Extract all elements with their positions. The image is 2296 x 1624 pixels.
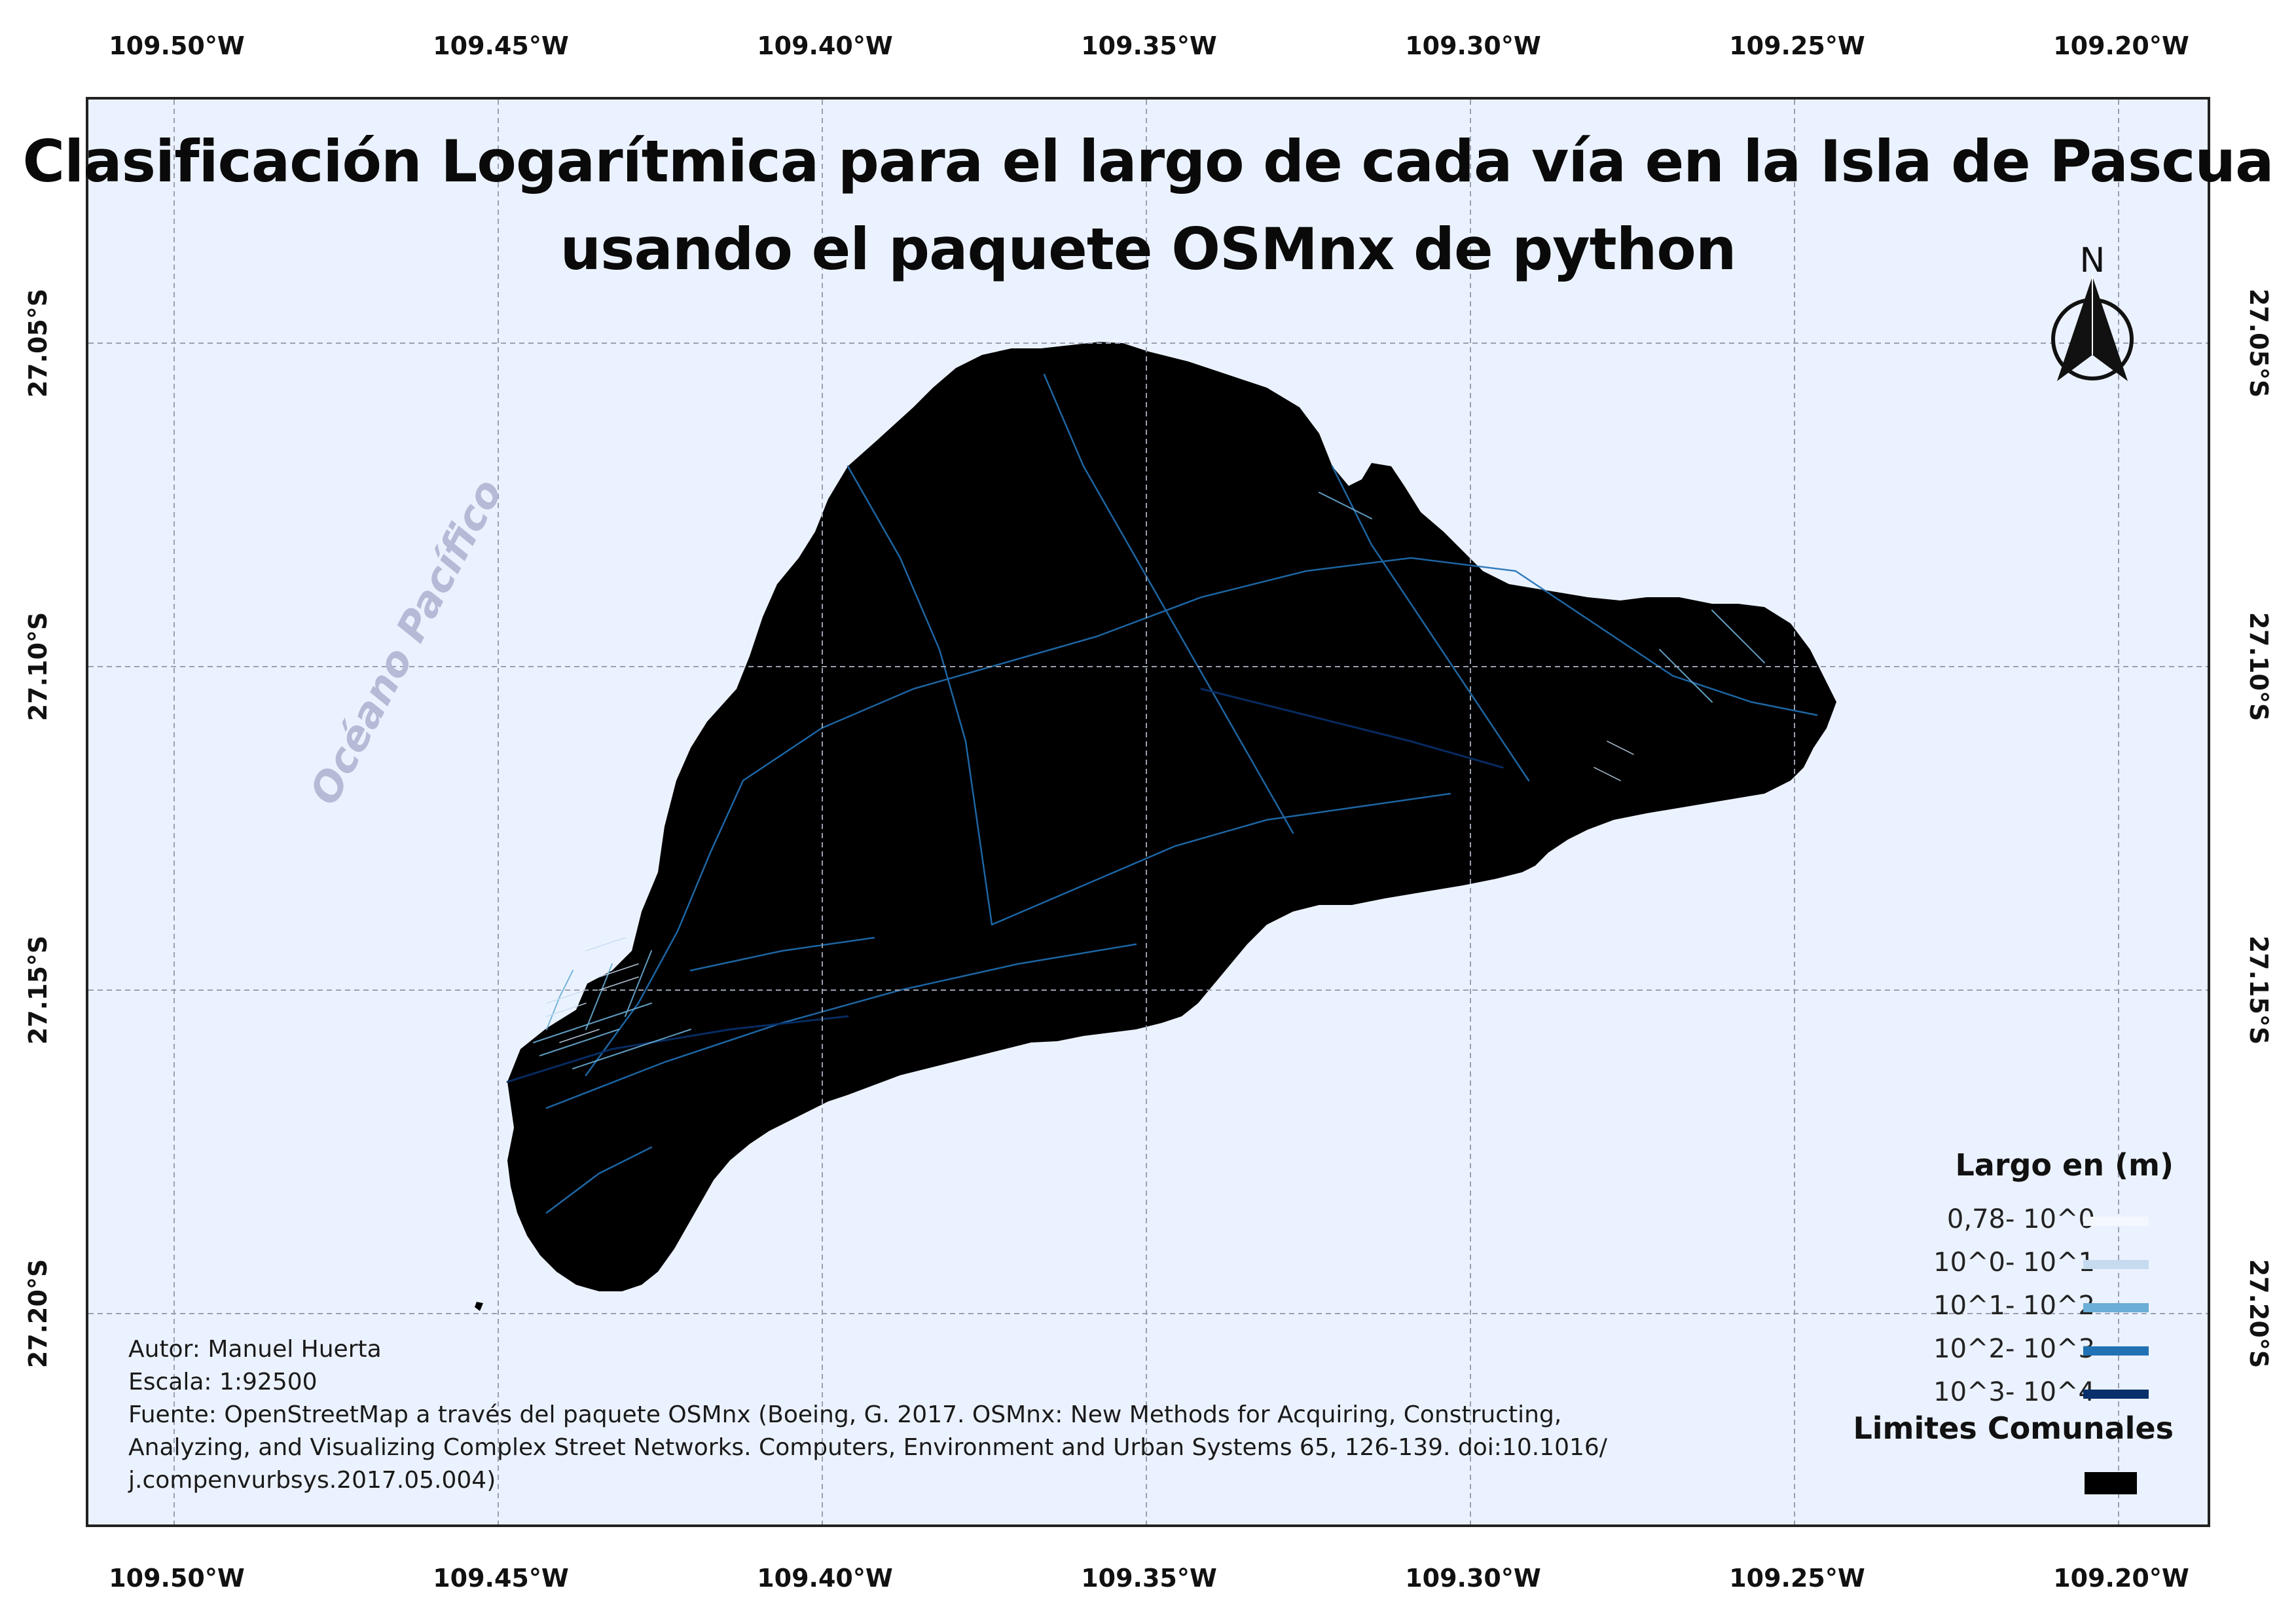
islet	[475, 1302, 483, 1311]
legend-item: 10^3- 10^4	[1846, 1373, 2174, 1412]
legend-comunal-swatch	[2085, 1472, 2137, 1494]
lon-label-top: 109.35°W	[1081, 31, 1217, 60]
legend-item-label: 0,78- 10^0	[1946, 1204, 2095, 1234]
lat-label-left: 27.20°S	[24, 1259, 52, 1369]
lat-label-left: 27.15°S	[24, 935, 52, 1045]
map-title: Clasificación Logarítmica para el largo …	[0, 118, 2296, 293]
island-land	[507, 342, 1836, 1291]
lon-label-top: 109.50°W	[109, 31, 245, 60]
lat-label-right: 27.15°S	[2244, 935, 2273, 1045]
credits-source-line1: Fuente: OpenStreetMap a través del paque…	[128, 1401, 1562, 1428]
map-frame	[86, 97, 2210, 1527]
lon-label-bottom: 109.45°W	[433, 1564, 569, 1593]
lon-label-bottom: 109.25°W	[1729, 1564, 1865, 1593]
lon-label-top: 109.45°W	[433, 31, 569, 60]
lat-label-right: 27.20°S	[2244, 1259, 2273, 1369]
lon-label-bottom: 109.50°W	[109, 1564, 245, 1593]
lon-label-top: 109.25°W	[1729, 31, 1865, 60]
credits-source-line3: j.compenvurbsys.2017.05.004)	[128, 1467, 496, 1494]
legend-swatch	[2083, 1346, 2149, 1356]
legend-item-label: 10^1- 10^2	[1933, 1291, 2095, 1321]
legend-item-label: 10^3- 10^4	[1933, 1377, 2095, 1407]
north-label: N	[2079, 241, 2105, 280]
lon-label-top: 109.30°W	[1405, 31, 1541, 60]
legend-swatch	[2083, 1390, 2149, 1399]
legend-title: Largo en (m)	[1955, 1147, 2174, 1183]
lon-label-bottom: 109.30°W	[1405, 1564, 1541, 1593]
lon-label-top: 109.20°W	[2053, 31, 2189, 60]
credits-scale: Escala: 1:92500	[128, 1369, 318, 1395]
lat-label-left: 27.05°S	[24, 288, 52, 398]
lon-label-bottom: 109.35°W	[1081, 1564, 1217, 1593]
lon-label-bottom: 109.40°W	[757, 1564, 893, 1593]
lon-label-bottom: 109.20°W	[2053, 1564, 2189, 1593]
credits-source-line2: Analyzing, and Visualizing Complex Stree…	[128, 1434, 1607, 1461]
road-network	[506, 373, 1818, 1214]
lat-label-left: 27.10°S	[24, 612, 52, 722]
map-title-line2: usando el paquete OSMnx de python	[560, 215, 1736, 283]
lon-label-top: 109.40°W	[757, 31, 893, 60]
north-arrow-icon	[2051, 276, 2134, 381]
credits-author: Autor: Manuel Huerta	[128, 1336, 382, 1363]
legend-item: 10^2- 10^3	[1846, 1329, 2174, 1369]
legend-swatch	[2083, 1217, 2149, 1226]
legend-item: 0,78- 10^0	[1846, 1200, 2174, 1239]
legend-swatch	[2083, 1260, 2149, 1269]
credits: Autor: Manuel Huerta Escala: 1:92500 Fue…	[128, 1333, 1700, 1497]
legend-comunal-title: Limites Comunales	[1853, 1411, 2174, 1446]
graticule	[88, 100, 2208, 1524]
legend-item: 10^1- 10^2	[1846, 1286, 2174, 1325]
legend-item-label: 10^0- 10^1	[1933, 1247, 2095, 1278]
legend-item: 10^0- 10^1	[1846, 1243, 2174, 1282]
map-canvas	[88, 100, 2208, 1524]
lat-label-right: 27.05°S	[2244, 288, 2273, 398]
legend-item-label: 10^2- 10^3	[1933, 1334, 2095, 1364]
legend: Largo en (m) 0,78- 10^0 10^0- 10^1 10^1-…	[1846, 1147, 2174, 1501]
legend-swatch	[2083, 1303, 2149, 1312]
lat-label-right: 27.10°S	[2244, 612, 2273, 722]
map-title-line1: Clasificación Logarítmica para el largo …	[22, 128, 2274, 195]
